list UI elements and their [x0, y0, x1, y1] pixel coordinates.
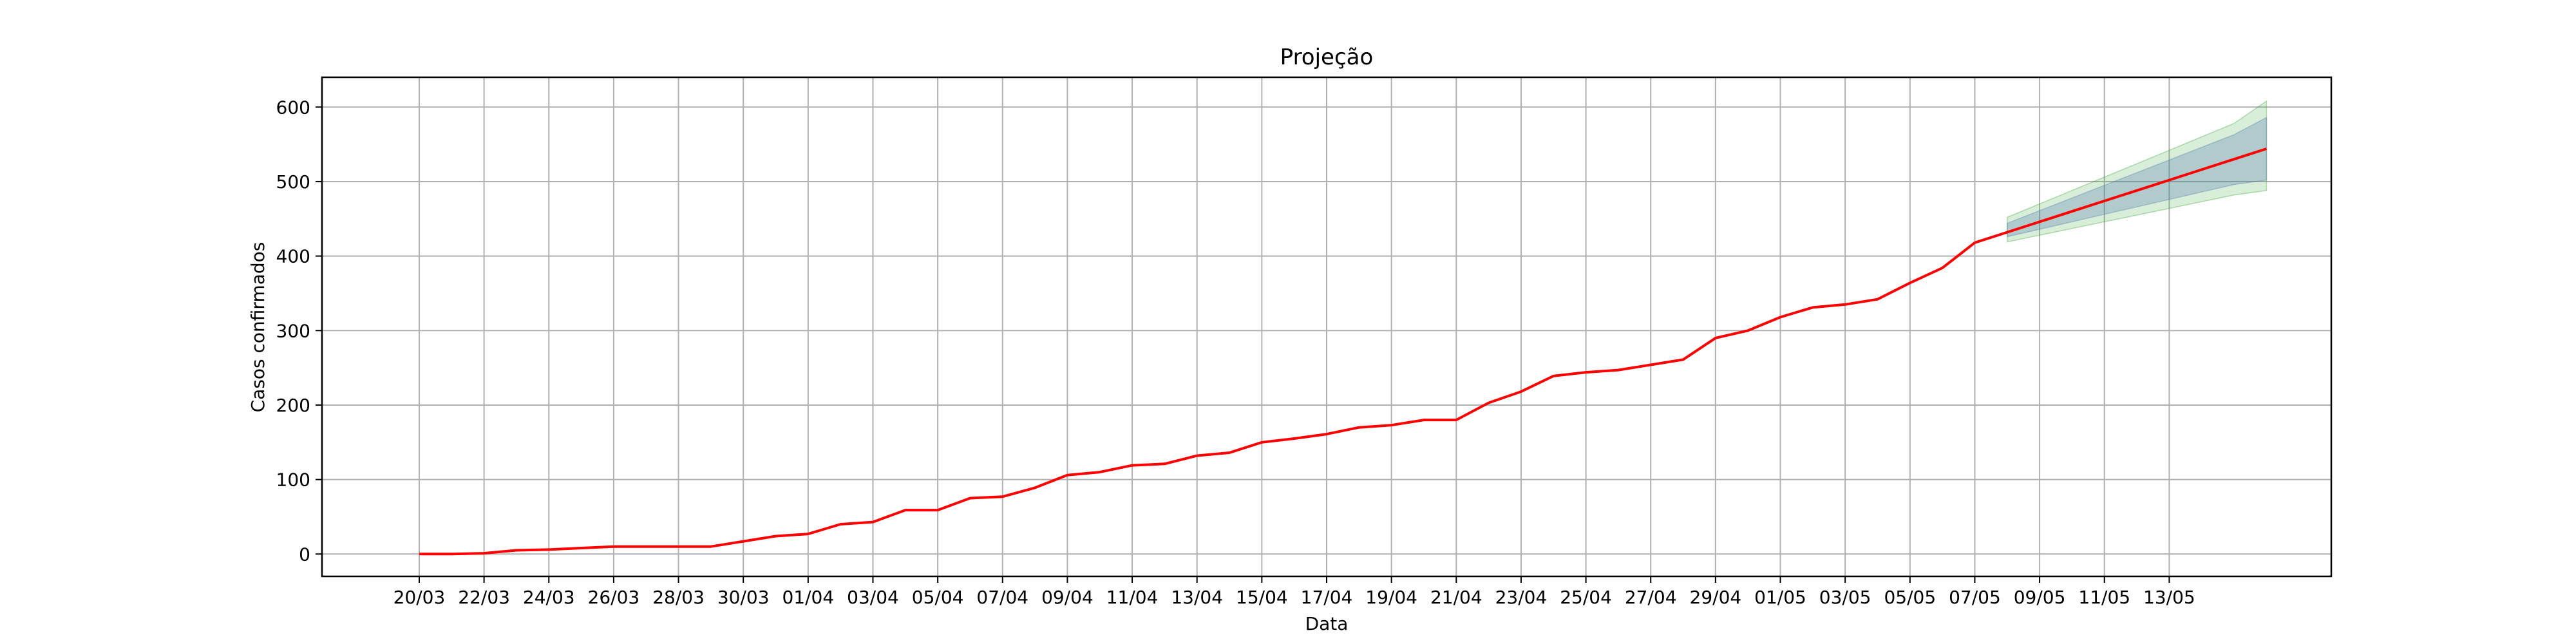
confidence-band: [2007, 117, 2268, 238]
series-line: [419, 242, 1976, 556]
x-tick-label: 17/04: [1301, 587, 1353, 608]
x-tick-label: 11/04: [1106, 587, 1159, 608]
x-tick-label: 05/05: [1884, 587, 1936, 608]
x-tick-label: 29/04: [1690, 587, 1742, 608]
y-tick-label: 100: [276, 469, 310, 491]
x-tick-label: 03/04: [847, 587, 899, 608]
x-tick-label: 09/04: [1041, 587, 1094, 608]
y-axis-label: Casos confirmados: [247, 242, 269, 413]
x-axis-ticks: 20/03 22/03 24/03 26/03 28/03 30/03 01/04 03/04…: [393, 576, 2195, 608]
x-tick-label: 22/03: [458, 587, 510, 608]
x-tick-label: 27/04: [1625, 587, 1677, 608]
x-axis-label: Data: [1305, 613, 1349, 634]
series-line: [1974, 147, 2268, 244]
series-lines: [419, 147, 2268, 556]
x-tick-label: 19/04: [1365, 587, 1417, 608]
x-tick-label: 01/04: [782, 587, 834, 608]
x-tick-label: 11/05: [2078, 587, 2130, 608]
x-tick-label: 26/03: [588, 587, 640, 608]
chart-title: Projeção: [1280, 44, 1374, 70]
y-tick-label: 500: [276, 171, 310, 193]
confidence-band: [2007, 100, 2268, 243]
y-axis-ticks: 0 100 200 300 400 500 600: [276, 97, 322, 565]
y-tick-label: 400: [276, 246, 310, 267]
x-tick-label: 07/05: [1949, 587, 2001, 608]
x-tick-label: 13/04: [1171, 587, 1223, 608]
grid: [322, 77, 2331, 576]
x-tick-label: 24/03: [523, 587, 575, 608]
x-tick-label: 03/05: [1819, 587, 1871, 608]
x-tick-label: 01/05: [1754, 587, 1806, 608]
x-tick-label: 28/03: [652, 587, 705, 608]
confidence-bands: [2007, 100, 2268, 243]
x-tick-label: 20/03: [393, 587, 446, 608]
x-tick-label: 07/04: [976, 587, 1028, 608]
x-tick-label: 30/03: [717, 587, 770, 608]
x-tick-label: 15/04: [1236, 587, 1288, 608]
x-tick-label: 25/04: [1560, 587, 1612, 608]
x-tick-label: 21/04: [1430, 587, 1482, 608]
y-tick-label: 300: [276, 320, 310, 341]
x-tick-label: 05/04: [912, 587, 964, 608]
y-tick-label: 0: [299, 544, 310, 565]
y-tick-label: 200: [276, 395, 310, 416]
x-tick-label: 09/05: [2014, 587, 2066, 608]
x-tick-label: 23/04: [1495, 587, 1548, 608]
x-tick-label: 13/05: [2143, 587, 2195, 608]
y-tick-label: 600: [276, 97, 310, 118]
